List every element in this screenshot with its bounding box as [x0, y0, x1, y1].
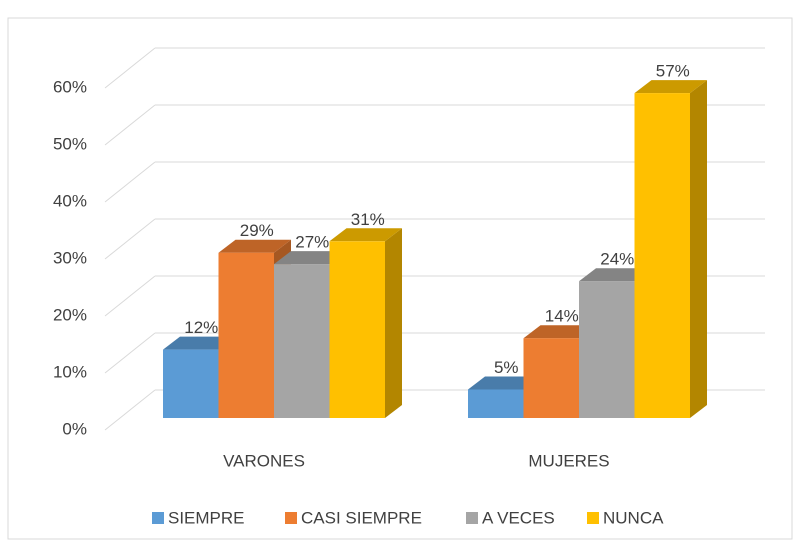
value-label: 31% [351, 210, 385, 229]
grid-line-side [104, 161, 156, 203]
grid-line-side [104, 218, 156, 260]
y-tick-label: 60% [53, 77, 87, 96]
value-label: 24% [600, 250, 634, 269]
bar [468, 389, 524, 418]
bar [163, 349, 219, 418]
bar [329, 241, 385, 418]
bar [579, 281, 635, 418]
x-tick-label: MUJERES [528, 451, 609, 470]
legend-label: CASI SIEMPRE [301, 508, 422, 527]
legend-label: NUNCA [603, 508, 664, 527]
y-tick-label: 20% [53, 305, 87, 324]
grid-line-side [104, 275, 156, 317]
bar [523, 338, 579, 418]
value-label: 5% [494, 358, 519, 377]
bar-top [274, 251, 347, 265]
value-label: 14% [545, 307, 579, 326]
legend-swatch [587, 512, 599, 524]
grid-line-side [104, 104, 156, 146]
y-tick-label: 40% [53, 191, 87, 210]
bar-top [329, 228, 402, 242]
legend-label: SIEMPRE [168, 508, 245, 527]
legend-label: A VECES [482, 508, 555, 527]
grid-line-side [104, 332, 156, 374]
bar [218, 252, 274, 418]
legend-swatch [285, 512, 297, 524]
bar [634, 93, 690, 418]
bar-top [523, 325, 596, 339]
bar-top [218, 239, 291, 253]
value-label: 27% [295, 233, 329, 252]
bar-top [468, 376, 541, 390]
legend-swatch [152, 512, 164, 524]
legend-swatch [466, 512, 478, 524]
y-tick-label: 50% [53, 134, 87, 153]
bar-top [163, 336, 236, 350]
grid-line-side [104, 389, 156, 431]
value-label: 12% [184, 318, 218, 337]
y-tick-label: 0% [62, 419, 87, 438]
bar [274, 264, 330, 418]
x-tick-label: VARONES [223, 451, 305, 470]
bar-top [634, 80, 707, 94]
bar-side [385, 228, 402, 418]
value-label: 29% [240, 221, 274, 240]
grid-line-side [104, 47, 156, 89]
bar-side [690, 80, 707, 418]
value-label: 57% [656, 62, 690, 81]
y-tick-label: 30% [53, 248, 87, 267]
bar-top [579, 268, 652, 282]
y-tick-label: 10% [53, 362, 87, 381]
